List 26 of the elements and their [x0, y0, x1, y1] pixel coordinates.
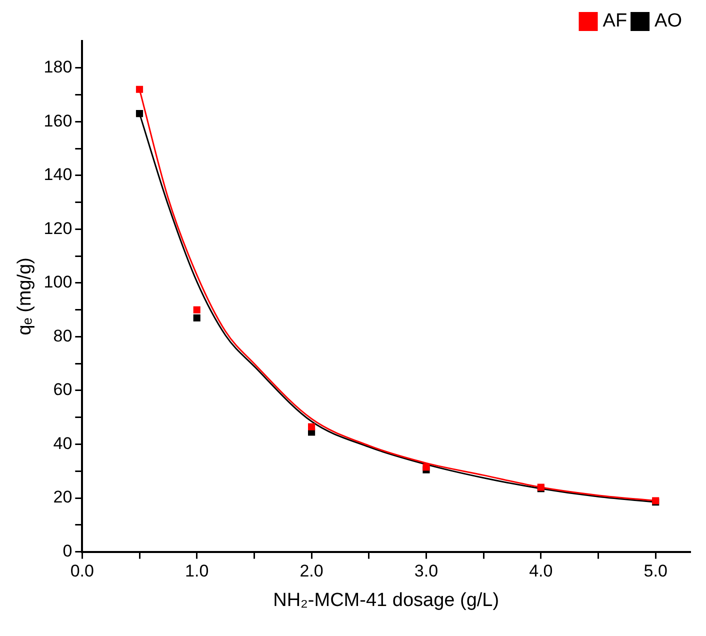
legend-label: AF	[602, 10, 628, 32]
x-tick-label: 1.0	[185, 562, 209, 581]
y-tick-label: 160	[44, 111, 72, 130]
y-tick-label: 20	[53, 488, 72, 507]
y-tick-label: 40	[53, 434, 72, 453]
y-tick-label: 180	[44, 58, 72, 77]
x-tick-label: 4.0	[529, 562, 553, 581]
point	[136, 110, 144, 118]
x-axis-title: NH₂-MCM-41 dosage (g/L)	[273, 590, 500, 611]
y-tick-label: 140	[44, 165, 72, 184]
y-tick-label: 0	[62, 541, 72, 560]
x-tick-label: 2.0	[300, 562, 324, 581]
point	[193, 314, 200, 322]
point	[308, 423, 316, 430]
x-tick-label: 5.0	[644, 562, 668, 581]
legend-label: AO	[654, 10, 682, 32]
x-tick-label: 0.0	[70, 562, 94, 581]
y-axis-title: qₑ (mg/g)	[14, 257, 36, 336]
point	[193, 306, 200, 314]
y-tick-label: 100	[44, 272, 72, 292]
point	[422, 464, 430, 471]
y-tick-label: 80	[53, 326, 72, 346]
y-tick-label: 60	[53, 380, 72, 400]
y-tick-label: 120	[44, 218, 72, 238]
x-tick-label: 3.0	[414, 562, 438, 581]
point	[136, 86, 144, 93]
